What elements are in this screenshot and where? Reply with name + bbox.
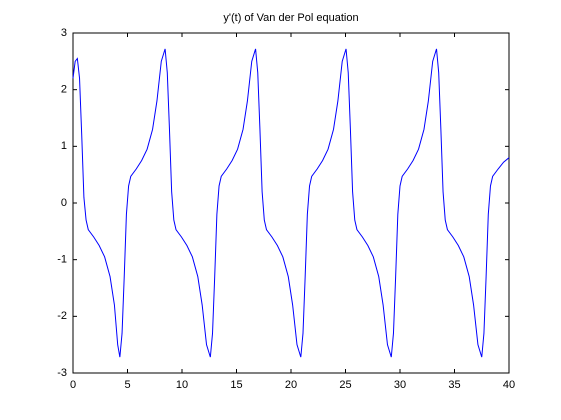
x-tick-label: 15	[230, 379, 242, 391]
x-tick-label: 0	[70, 379, 76, 391]
y-tick-label: -1	[57, 254, 67, 266]
y-tick-label: -2	[57, 310, 67, 322]
y-tick-label: 3	[61, 27, 67, 39]
y-tick-label: 1	[61, 140, 67, 152]
x-tick-label: 10	[176, 379, 188, 391]
x-tick-label: 35	[448, 379, 460, 391]
x-tick-label: 40	[503, 379, 515, 391]
y-tick-label: 2	[61, 84, 67, 96]
y-tick-label: -3	[57, 367, 67, 379]
chart-title: y'(t) of Van der Pol equation	[223, 12, 358, 24]
axes-box	[72, 32, 510, 374]
x-tick-label: 30	[394, 379, 406, 391]
x-tick-label: 20	[285, 379, 297, 391]
y-tick-label: 0	[61, 197, 67, 209]
x-tick-label: 5	[124, 379, 130, 391]
x-tick-label: 25	[339, 379, 351, 391]
line-series	[72, 48, 510, 358]
